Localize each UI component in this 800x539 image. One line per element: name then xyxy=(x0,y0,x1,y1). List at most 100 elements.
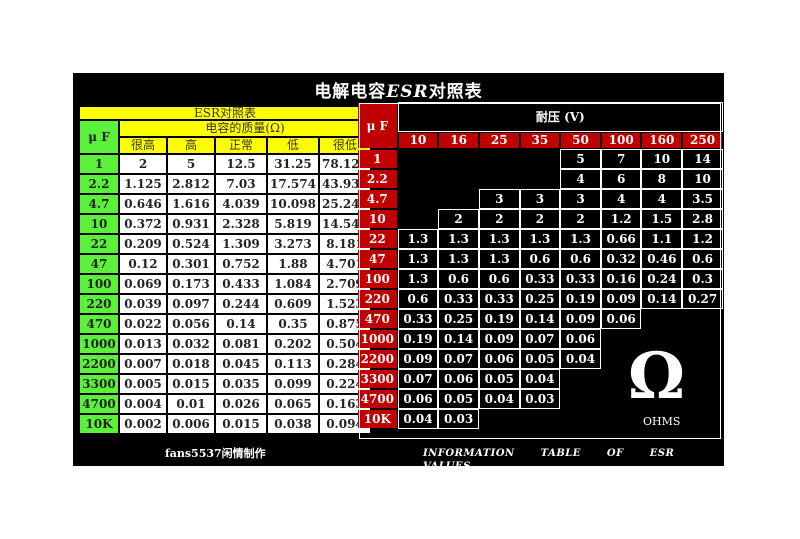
empty-cell xyxy=(642,390,682,408)
capacitance-cell: 1000 xyxy=(358,330,397,348)
table-row: 2200 0.007 0.018 0.045 0.113 0.284 xyxy=(80,355,370,373)
esr-cell: 0.202 xyxy=(268,335,318,353)
capacitance-cell: 1 xyxy=(358,150,397,168)
esr-cell: 0.931 xyxy=(168,215,214,233)
empty-cell xyxy=(398,190,438,208)
table-row: 2.2 4 6 8 10 xyxy=(358,169,723,189)
esr-cell: 0.12 xyxy=(120,255,166,273)
voltage-row: 10 16 25 35 50 100 160 250 xyxy=(358,133,722,148)
esr-cell: 1.084 xyxy=(268,275,318,293)
table-row: 4.7 0.646 1.616 4.039 10.098 25.244 xyxy=(80,195,370,213)
esr-cell: 0.06 xyxy=(560,329,601,349)
esr-cell: 1.3 xyxy=(397,269,439,289)
esr-cell: 0.04 xyxy=(519,369,561,389)
table-header: ESR对照表 xyxy=(80,107,370,119)
voltage-header-cell: 160 xyxy=(642,133,682,148)
esr-cell: 0.372 xyxy=(120,215,166,233)
esr-cell: 0.25 xyxy=(438,309,479,329)
esr-cell: 0.609 xyxy=(268,295,318,313)
table-row: 3300 0.07 0.06 0.05 0.04 xyxy=(358,369,722,389)
table-row: 220 0.039 0.097 0.244 0.609 1.523 xyxy=(80,295,370,313)
esr-cell: 0.007 xyxy=(120,355,166,373)
omega-icon: Ω xyxy=(628,339,685,414)
capacitance-cell: 3300 xyxy=(358,370,397,388)
esr-cell: 8 xyxy=(641,169,683,189)
esr-cell: 14.548 xyxy=(320,215,370,233)
table-row: 4700 0.06 0.05 0.04 0.03 xyxy=(358,389,722,409)
esr-cell: 7 xyxy=(600,149,642,169)
title-prefix: 电解电容 xyxy=(314,82,387,102)
empty-cell xyxy=(683,310,722,328)
esr-cell: 0.46 xyxy=(641,249,683,269)
esr-cell: 0.032 xyxy=(168,335,214,353)
empty-cell xyxy=(683,410,722,428)
esr-cell: 0.33 xyxy=(397,309,439,329)
esr-cell: 0.16 xyxy=(600,269,642,289)
esr-cell: 1.3 xyxy=(478,249,520,269)
esr-cell: 0.04 xyxy=(478,389,520,409)
esr-cell: 0.284 xyxy=(320,355,370,373)
esr-cell: 10 xyxy=(682,169,723,189)
empty-cell xyxy=(683,350,722,368)
esr-cell: 14 xyxy=(682,149,723,169)
capacitance-cell: 47 xyxy=(80,255,118,273)
esr-cell: 0.004 xyxy=(120,395,166,413)
esr-cell: 2 xyxy=(438,209,479,229)
page-title: 电解电容ESR对照表 xyxy=(73,77,724,102)
empty-cell xyxy=(601,410,641,428)
esr-cell: 0.097 xyxy=(168,295,214,313)
esr-cell: 0.06 xyxy=(438,369,479,389)
capacitance-cell: 100 xyxy=(80,275,118,293)
table-row: 47 0.12 0.301 0.752 1.88 4.701 xyxy=(80,255,370,273)
esr-cell: 0.03 xyxy=(519,389,561,409)
capacitance-cell: 2200 xyxy=(358,350,397,368)
esr-cell: 1.125 xyxy=(120,175,166,193)
quality-header: 电容的质量(Ω) xyxy=(120,121,370,136)
esr-cell: 0.33 xyxy=(560,269,601,289)
capacitance-cell: 2200 xyxy=(80,355,118,373)
esr-cell: 7.03 xyxy=(216,175,266,193)
esr-cell: 0.6 xyxy=(519,249,561,269)
esr-cell: 0.05 xyxy=(519,349,561,369)
esr-cell: 0.504 xyxy=(320,335,370,353)
esr-cell: 3.273 xyxy=(268,235,318,253)
table-row: 470 0.022 0.056 0.14 0.35 0.875 xyxy=(80,315,370,333)
table-row: 1000 0.19 0.14 0.09 0.07 0.06 xyxy=(358,329,722,349)
voltage-header-cell: 250 xyxy=(683,133,722,148)
empty-cell xyxy=(601,330,641,348)
column-header: 很高 xyxy=(120,138,166,153)
table-row: 10K 0.04 0.03 xyxy=(358,409,722,429)
esr-cell: 1.3 xyxy=(478,229,520,249)
esr-cell: 0.433 xyxy=(216,275,266,293)
capacitance-cell: 4700 xyxy=(80,395,118,413)
esr-cell: 0.14 xyxy=(216,315,266,333)
esr-cell: 2.328 xyxy=(216,215,266,233)
esr-cell: 0.06 xyxy=(478,349,520,369)
table-row: 1 5 7 10 14 xyxy=(358,149,723,169)
esr-cell: 0.05 xyxy=(478,369,520,389)
esr-cell: 4 xyxy=(641,189,683,209)
table-row: 100 1.3 0.6 0.6 0.33 0.33 0.16 0.24 0.3 xyxy=(358,269,723,289)
capacitance-cell: 22 xyxy=(358,230,397,248)
capacitance-cell: 10 xyxy=(358,210,397,228)
esr-chart-panel: 电解电容ESR对照表 ESR对照表 μ F 电容的质量(Ω) 很高高正常低很低 1 2 5 1… xyxy=(73,73,724,472)
capacitance-cell: 1 xyxy=(80,155,118,173)
esr-cell: 3 xyxy=(560,189,601,209)
esr-cell: 0.09 xyxy=(478,329,520,349)
table-row: 100 0.069 0.173 0.433 1.084 2.709 xyxy=(80,275,370,293)
empty-cell xyxy=(642,410,682,428)
table-row: 1 2 5 12.5 31.25 78.125 xyxy=(80,155,370,173)
empty-cell xyxy=(683,390,722,408)
esr-cell: 2 xyxy=(519,209,561,229)
voltage-header-cell: 100 xyxy=(601,133,641,148)
capacitance-cell: 4.7 xyxy=(358,190,397,208)
empty-cell xyxy=(642,330,682,348)
empty-cell xyxy=(479,410,519,428)
empty-cell xyxy=(683,370,722,388)
table-row: 220 0.6 0.33 0.33 0.25 0.19 0.09 0.14 0.27 xyxy=(358,289,723,309)
esr-cell: 0.301 xyxy=(168,255,214,273)
esr-cell: 0.056 xyxy=(168,315,214,333)
esr-cell: 5.819 xyxy=(268,215,318,233)
esr-cell: 0.099 xyxy=(268,375,318,393)
esr-cell: 1.3 xyxy=(560,229,601,249)
